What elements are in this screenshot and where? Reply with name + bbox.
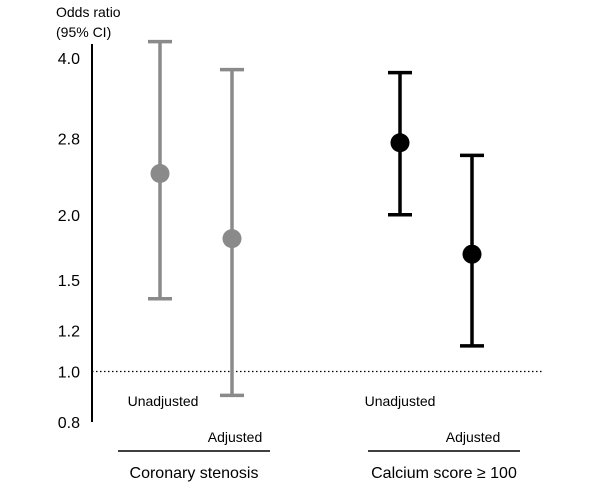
point-estimate xyxy=(150,164,170,184)
y-tick-label: 0.8 xyxy=(58,415,80,432)
y-axis: 0.8 1.0 1.2 1.5 2.0 2.8 4.0 xyxy=(58,44,93,432)
y-tick-label: 4.0 xyxy=(58,51,80,68)
y-tick-label: 1.2 xyxy=(58,323,80,340)
estimate-label-adjusted: Adjusted xyxy=(208,429,262,445)
point-estimate xyxy=(462,244,482,264)
y-axis-title-line1: Odds ratio xyxy=(56,4,121,20)
y-tick-label: 1.0 xyxy=(58,365,80,382)
y-tick-label: 2.8 xyxy=(58,132,80,149)
y-tick-label: 1.5 xyxy=(58,273,80,290)
y-axis-title-line2: (95% CI) xyxy=(56,24,111,40)
point-estimate xyxy=(390,133,410,153)
point-estimate xyxy=(222,229,242,249)
category-labels-layer: Unadjusted Adjusted Coronary stenosis Unadj… xyxy=(118,393,520,482)
group-label: Coronary stenosis xyxy=(130,465,259,482)
estimates-layer xyxy=(148,39,484,398)
estimate-label-adjusted: Adjusted xyxy=(446,429,500,445)
y-tick-label: 2.0 xyxy=(58,208,80,225)
estimate-label-unadjusted: Unadjusted xyxy=(128,393,199,409)
group-label: Calcium score ≥ 100 xyxy=(371,465,517,482)
estimate-label-unadjusted: Unadjusted xyxy=(365,393,436,409)
